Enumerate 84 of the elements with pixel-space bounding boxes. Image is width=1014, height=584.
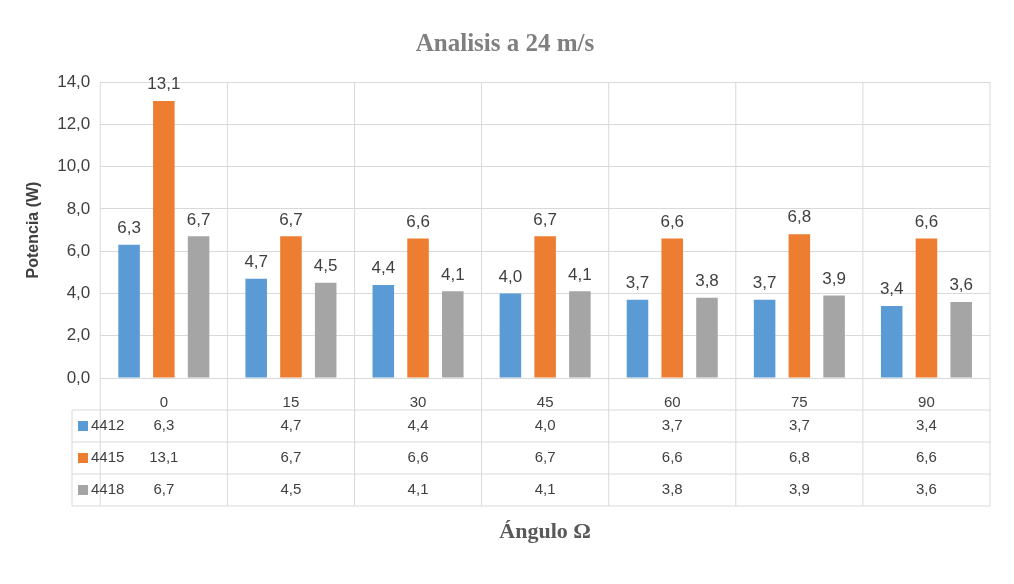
text: 6,6 (660, 211, 685, 231)
text: 3,7 (752, 272, 777, 292)
chart-title: Analisis a 24 m/s (415, 29, 595, 57)
x-tick-label: 30 (409, 393, 427, 411)
text: 3,4 (879, 279, 904, 299)
data-label: 6,3 (153, 416, 175, 434)
bar (118, 244, 140, 378)
data-label: 6,7 (280, 448, 302, 466)
bar (534, 236, 556, 378)
x-tick-label: 0 (159, 393, 169, 411)
bar (788, 234, 811, 378)
data-label: 6,6 (661, 448, 683, 466)
data-label: 6,6 (407, 448, 429, 466)
text: 3,8 (695, 270, 719, 290)
bar (915, 238, 938, 378)
y-axis-title: Potencia (W) (24, 181, 42, 279)
text: 3,9 (822, 268, 846, 288)
bar (753, 299, 776, 378)
bar (372, 284, 395, 378)
data-label: 3,8 (661, 480, 683, 498)
text: 4,7 (244, 251, 269, 271)
y-tick-label: 10,0 (57, 156, 91, 176)
x-axis-title: Ángulo Ω (499, 517, 591, 543)
text: 6,6 (406, 211, 430, 231)
text: 4,4 (371, 258, 396, 278)
legend-label: 4418 (91, 480, 125, 498)
bar (245, 278, 267, 378)
text: 6,8 (787, 207, 812, 227)
data-label: 6,7 (153, 480, 175, 498)
text: 6,7 (186, 209, 211, 229)
y-tick-label: 4,0 (66, 283, 91, 303)
bar (950, 301, 972, 378)
bar (626, 299, 649, 378)
bar (696, 297, 718, 378)
text: 4,0 (498, 266, 523, 286)
text: 13,1 (147, 74, 181, 94)
bar (499, 293, 522, 378)
text: 3,7 (625, 272, 650, 292)
y-tick-label: 8,0 (66, 198, 91, 218)
data-label: 13,1 (149, 448, 179, 466)
data-label: 4,0 (534, 416, 556, 434)
x-tick-label: 45 (536, 393, 554, 411)
x-tick-label: 90 (918, 393, 935, 411)
text: 4,1 (568, 264, 592, 284)
bar (661, 238, 684, 378)
text: 6,7 (533, 209, 557, 229)
data-label: 4,1 (407, 480, 429, 498)
y-tick-label: 0,0 (66, 367, 91, 387)
text: 3,6 (949, 275, 974, 295)
y-tick-label: 14,0 (57, 71, 91, 91)
data-label: 6,6 (916, 448, 937, 466)
text: 6,6 (914, 211, 939, 231)
bar (280, 236, 302, 378)
data-label: 3,7 (661, 416, 683, 434)
y-tick-label: 6,0 (66, 240, 91, 260)
bar (569, 291, 591, 378)
bar (314, 282, 337, 378)
data-label: 4,7 (280, 416, 302, 434)
data-label: 3,4 (916, 416, 937, 434)
text: 6,3 (117, 217, 141, 237)
legend-label: 4412 (91, 416, 125, 434)
data-label: 4,1 (534, 480, 556, 498)
bar (442, 291, 464, 378)
y-tick-label: 12,0 (57, 113, 91, 133)
text: 6,7 (279, 209, 303, 229)
x-tick-label: 60 (663, 393, 681, 411)
data-label: 4,5 (280, 480, 302, 498)
x-tick-label: 75 (791, 393, 808, 411)
text: 4,1 (440, 264, 465, 284)
data-label: 3,6 (916, 480, 937, 498)
data-label: 6,7 (534, 448, 556, 466)
data-label: 3,7 (788, 416, 810, 434)
y-tick-label: 2,0 (66, 325, 91, 345)
x-tick-label: 15 (282, 393, 300, 411)
data-label: 6,8 (788, 448, 810, 466)
bar (407, 238, 429, 378)
bar (153, 101, 175, 378)
bar (823, 295, 845, 378)
text: 4,5 (313, 256, 338, 276)
bar (880, 306, 903, 378)
legend-label: 4415 (91, 448, 125, 466)
bar (187, 236, 210, 378)
data-label: 4,4 (407, 416, 429, 434)
data-label: 3,9 (788, 480, 810, 498)
